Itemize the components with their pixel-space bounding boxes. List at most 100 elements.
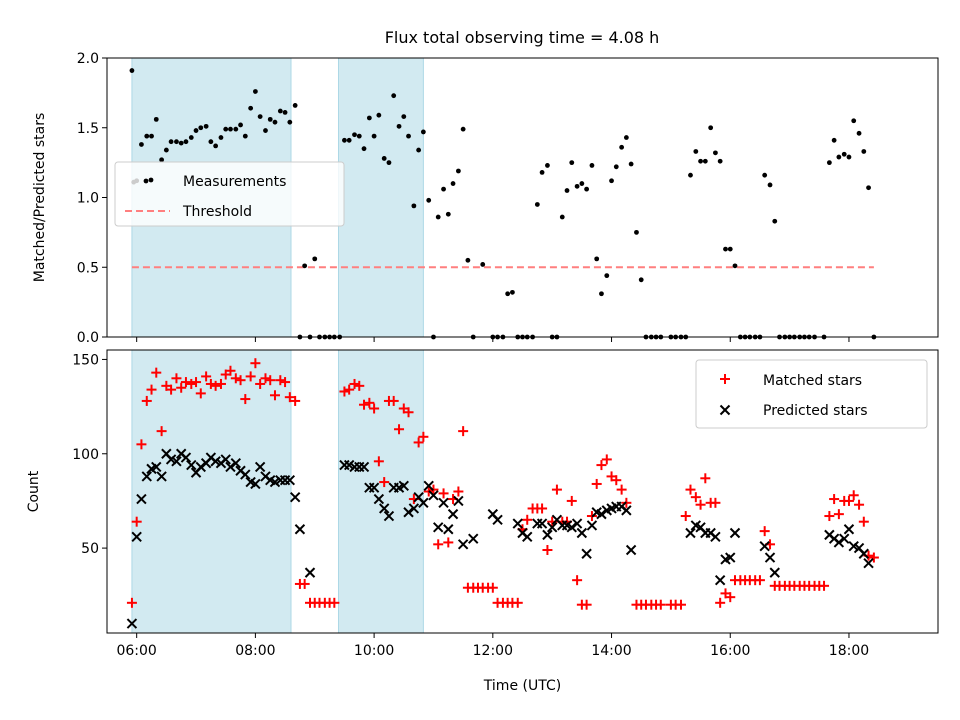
matched-star-point <box>700 473 711 484</box>
measurement-point <box>455 168 461 174</box>
matched-star-point <box>166 384 177 395</box>
measurement-point <box>252 89 258 94</box>
predicted-star-point <box>289 491 301 503</box>
matched-star-point <box>680 511 691 522</box>
matched-star-point <box>443 537 454 548</box>
measurement-point <box>767 182 773 188</box>
x-axis-label: Time (UTC) <box>483 678 561 694</box>
bottom-axes-frame <box>106 349 939 634</box>
predicted-star-point <box>368 482 380 493</box>
matched-star-point <box>201 371 212 382</box>
measurement-point <box>242 133 248 139</box>
matched-star-point <box>655 599 666 610</box>
measurement-point <box>846 154 852 160</box>
predicted-star-point <box>863 557 874 569</box>
measurement-point <box>826 160 832 166</box>
matched-star-point <box>156 426 167 437</box>
matched-star-point <box>186 378 197 389</box>
predicted-star-point <box>843 524 855 535</box>
measurement-point <box>223 126 229 132</box>
measurement-point <box>213 143 219 149</box>
measurement-point <box>411 203 417 209</box>
measurement-point <box>628 161 634 167</box>
measurement-point <box>203 123 209 129</box>
x-tick-label: 14:00 <box>591 643 631 659</box>
measurement-point <box>208 139 214 145</box>
bottom-x-ticks: 06:00 08:00 10:00 12:00 14:00 16:00 18:00 <box>116 633 869 659</box>
measurement-point <box>153 116 159 122</box>
matched-star-point <box>369 403 380 414</box>
matched-star-point <box>433 539 444 550</box>
matched-star-point <box>349 378 360 389</box>
measurement-point <box>272 119 278 125</box>
measurement-point <box>619 144 625 150</box>
measurement-point <box>505 291 511 297</box>
matched-star-point <box>819 580 830 591</box>
bottom-y-axis-label: Count <box>26 470 42 512</box>
measurement-point <box>450 181 456 186</box>
measurement-point <box>371 133 377 139</box>
matched-star-point <box>542 544 553 555</box>
predicted-star-point <box>839 533 850 544</box>
measurement-point <box>510 289 515 295</box>
measurement-point <box>376 112 382 118</box>
x-tick-label: 16:00 <box>710 643 750 659</box>
measurement-point <box>218 135 224 140</box>
y-tick-label: 1.5 <box>77 121 99 137</box>
matched-star-point <box>359 399 370 410</box>
measurement-point <box>599 291 604 297</box>
predicted-star-point <box>833 537 845 548</box>
matched-star-point <box>379 477 390 488</box>
predicted-star-point <box>492 514 503 526</box>
matched-star-point <box>566 495 577 506</box>
top-y-ticks: 0.0 0.5 1.0 1.5 2.0 <box>77 51 107 346</box>
measurement-point <box>856 130 862 136</box>
matched-star-point <box>364 397 375 408</box>
measurement-point <box>638 277 644 283</box>
measurement-point <box>263 128 268 133</box>
measurement-point <box>480 262 486 267</box>
measurement-point <box>861 149 867 154</box>
matched-star-point <box>171 373 182 384</box>
predicted-stars-series <box>126 448 874 629</box>
predicted-star-point <box>621 505 632 516</box>
matched-star-point <box>487 582 498 593</box>
predicted-star-point <box>447 508 459 520</box>
predicted-star-point <box>403 507 414 518</box>
measurement-point <box>465 257 471 263</box>
measurement-point <box>193 128 199 133</box>
measurement-point <box>441 186 446 192</box>
measurement-point <box>569 160 575 166</box>
predicted-star-point <box>710 531 721 542</box>
measurement-point <box>589 163 595 168</box>
measurement-point <box>426 197 432 203</box>
predicted-star-point <box>571 518 583 529</box>
measurement-point <box>183 139 189 145</box>
measurement-point <box>406 133 411 139</box>
matched-star-point <box>136 439 147 450</box>
matched-star-point <box>759 526 770 537</box>
y-tick-label: 50 <box>81 541 99 557</box>
y-tick-label: 100 <box>72 447 99 463</box>
predicted-star-point <box>764 552 776 563</box>
measurement-point <box>545 163 550 168</box>
matched-star-point <box>512 597 523 608</box>
predicted-star-point <box>250 478 261 490</box>
predicted-star-point <box>453 495 464 507</box>
measurement-point <box>356 133 362 139</box>
predicted-star-point <box>685 527 696 539</box>
measurement-point <box>139 142 144 147</box>
predicted-star-point <box>294 524 306 535</box>
measurement-point <box>717 158 723 164</box>
predicted-star-point <box>136 493 147 505</box>
y-tick-label: 150 <box>72 352 99 368</box>
measurement-point <box>713 150 718 156</box>
matched-star-point <box>715 597 726 608</box>
matched-star-point <box>354 380 365 391</box>
matched-star-point <box>695 499 706 510</box>
matched-star-point <box>829 494 840 505</box>
predicted-star-point <box>433 522 444 533</box>
matched-star-point <box>601 454 612 465</box>
matched-star-point <box>180 377 191 388</box>
matched-star-point <box>373 456 384 467</box>
